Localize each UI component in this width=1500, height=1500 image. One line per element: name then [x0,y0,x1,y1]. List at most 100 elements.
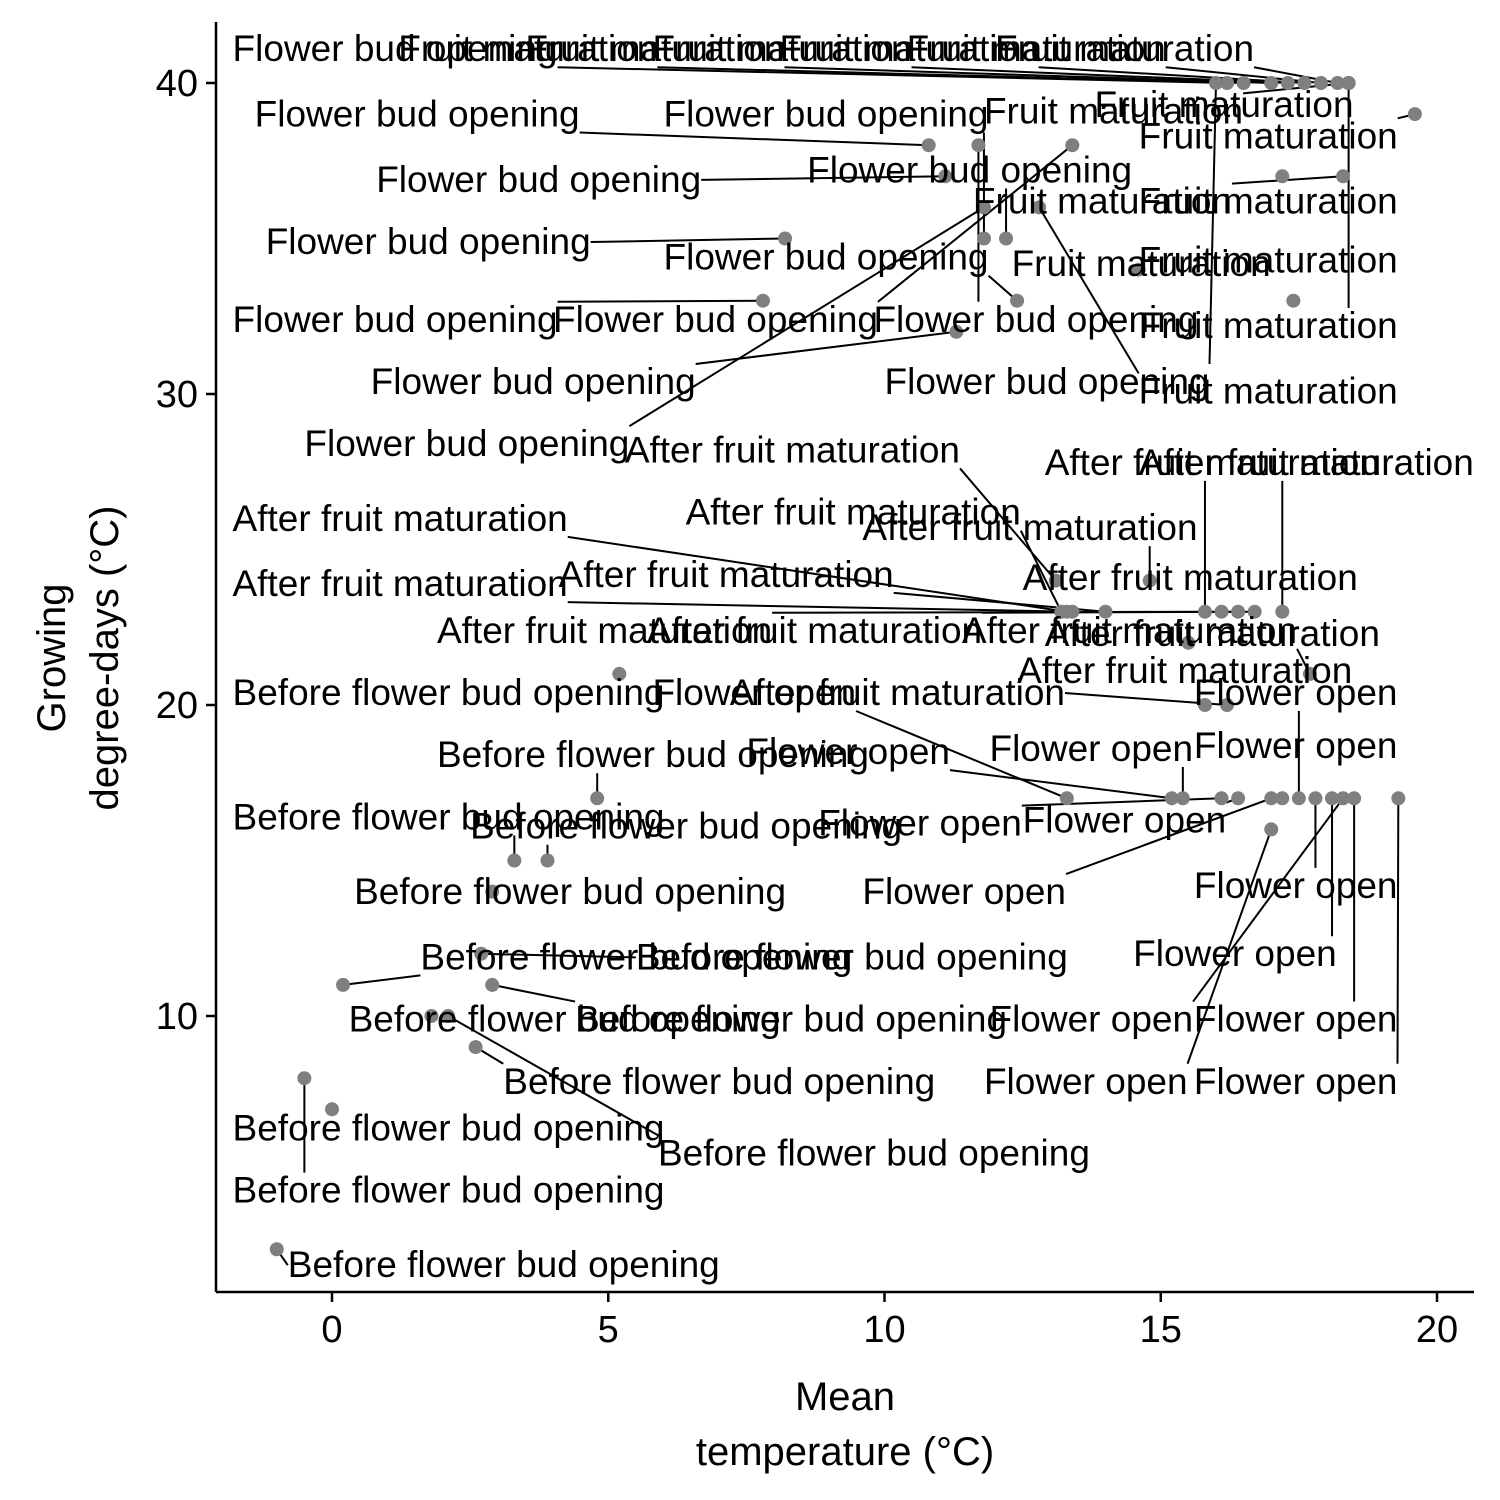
point-label: Flower bud opening [371,361,696,402]
point-label: After fruit maturation [1023,557,1358,598]
point-label: Flower open [1194,999,1398,1040]
leader-line [949,769,1172,800]
data-point [1032,200,1047,215]
point-label: Before flower bud opening [354,871,786,912]
point-label: Flower bud opening [885,361,1210,402]
data-point [612,666,627,681]
point-label: Fruit maturation [1094,84,1353,125]
point-label: Fruit maturation [973,181,1232,222]
point-label: Flower open [1194,1061,1398,1102]
leader-line [1186,829,1273,1065]
data-point [1336,169,1351,184]
data-point [468,1040,483,1055]
data-point [1197,604,1212,619]
leader-line [1038,206,1140,374]
data-point [1336,791,1351,806]
point-label: Flower open [818,803,1022,844]
data-point [1209,76,1223,90]
point-label: Fruit maturation [907,28,1166,69]
point-label: Before flower bud opening [470,806,902,847]
data-point [1325,791,1340,806]
data-point [325,1102,339,1117]
data-point [336,977,351,992]
axes: 0 5 10 15 20 10 20 30 40 [156,22,1474,1351]
data-point [971,138,986,153]
point-label: Flower open [989,999,1193,1040]
point-label: Flower bud opening [664,237,989,278]
leader-line [342,974,421,986]
leader-line [447,1015,659,1137]
x-tick-label: 10 [863,1309,905,1351]
data-point [1297,76,1312,90]
data-point [1236,76,1251,90]
data-point [1131,262,1146,277]
point-label: Before flower bud opening [437,734,869,775]
leader-line [877,144,1073,303]
y-axis-ticks: 10 20 30 40 [156,63,216,1038]
leader-line [557,299,763,303]
data-point [1164,791,1179,806]
data-point [1347,791,1362,806]
point-label: Fruit maturation [652,28,911,69]
point-label: Flower bud opening [553,299,878,340]
leader-line [1019,530,1063,613]
leader-line [628,206,985,428]
point-label: After fruit maturation [862,507,1197,548]
x-tick-label: 0 [321,1309,342,1351]
leader-line [1038,66,1305,84]
point-label: Fruit maturation [1139,115,1398,156]
data-point [1059,791,1074,806]
data-point [949,324,964,339]
x-tick-label: 20 [1416,1309,1458,1351]
point-label: Flower bud opening [304,423,629,464]
point-label: Flower bud opening [807,150,1132,191]
data-point [1142,573,1157,588]
data-point [1214,791,1229,806]
data-point [1264,791,1279,806]
point-label: Before flower bud opening [420,936,852,977]
data-point [1065,604,1080,619]
x-axis-title-line2: temperature (°C) [696,1430,994,1474]
point-label: After fruit maturation [233,498,568,539]
point-label: Before flower bud opening [575,999,1007,1040]
point-label: Before flower bud opening [503,1061,935,1102]
data-point [590,791,605,806]
data-point [1181,635,1196,650]
y-tick-label: 10 [156,996,198,1038]
data-point [1341,76,1356,90]
point-label: Flower bud opening [376,159,701,200]
data-point [1291,791,1306,806]
data-point [755,293,770,308]
point-label: Before flower bud opening [288,1244,720,1285]
point-label: Flower open [984,1061,1188,1102]
leader-line [579,131,929,147]
data-point [1264,822,1279,837]
data-point [1010,293,1025,308]
point-label: Before flower bud opening [233,796,665,837]
leader-line [784,66,1272,84]
data-point [1065,138,1080,153]
point-label: Before flower bud opening [233,1107,665,1148]
point-label: Flower open [1023,800,1227,841]
point-label: Fruit maturation [1139,370,1398,411]
leader-line [657,66,1244,84]
data-point [1098,604,1113,619]
leader-line [567,535,1067,613]
point-label: After fruit maturation [647,610,982,651]
x-tick-label: 15 [1140,1309,1182,1351]
data-point [921,138,936,153]
point-label: Fruit maturation [984,90,1243,131]
data-point [1286,293,1301,308]
data-point [1280,76,1295,90]
data-point [1330,76,1345,90]
leader-line [701,175,946,181]
point-label: Flower open [1194,672,1398,713]
data-point [485,977,500,992]
point-label: After fruit maturation [233,563,568,604]
data-point [976,231,991,246]
data-point [1220,698,1235,712]
point-label: After fruit maturation [1045,442,1380,483]
y-tick-label: 20 [156,685,198,727]
point-label: After fruit maturation [686,492,1021,533]
point-label: Flower open [652,672,856,713]
